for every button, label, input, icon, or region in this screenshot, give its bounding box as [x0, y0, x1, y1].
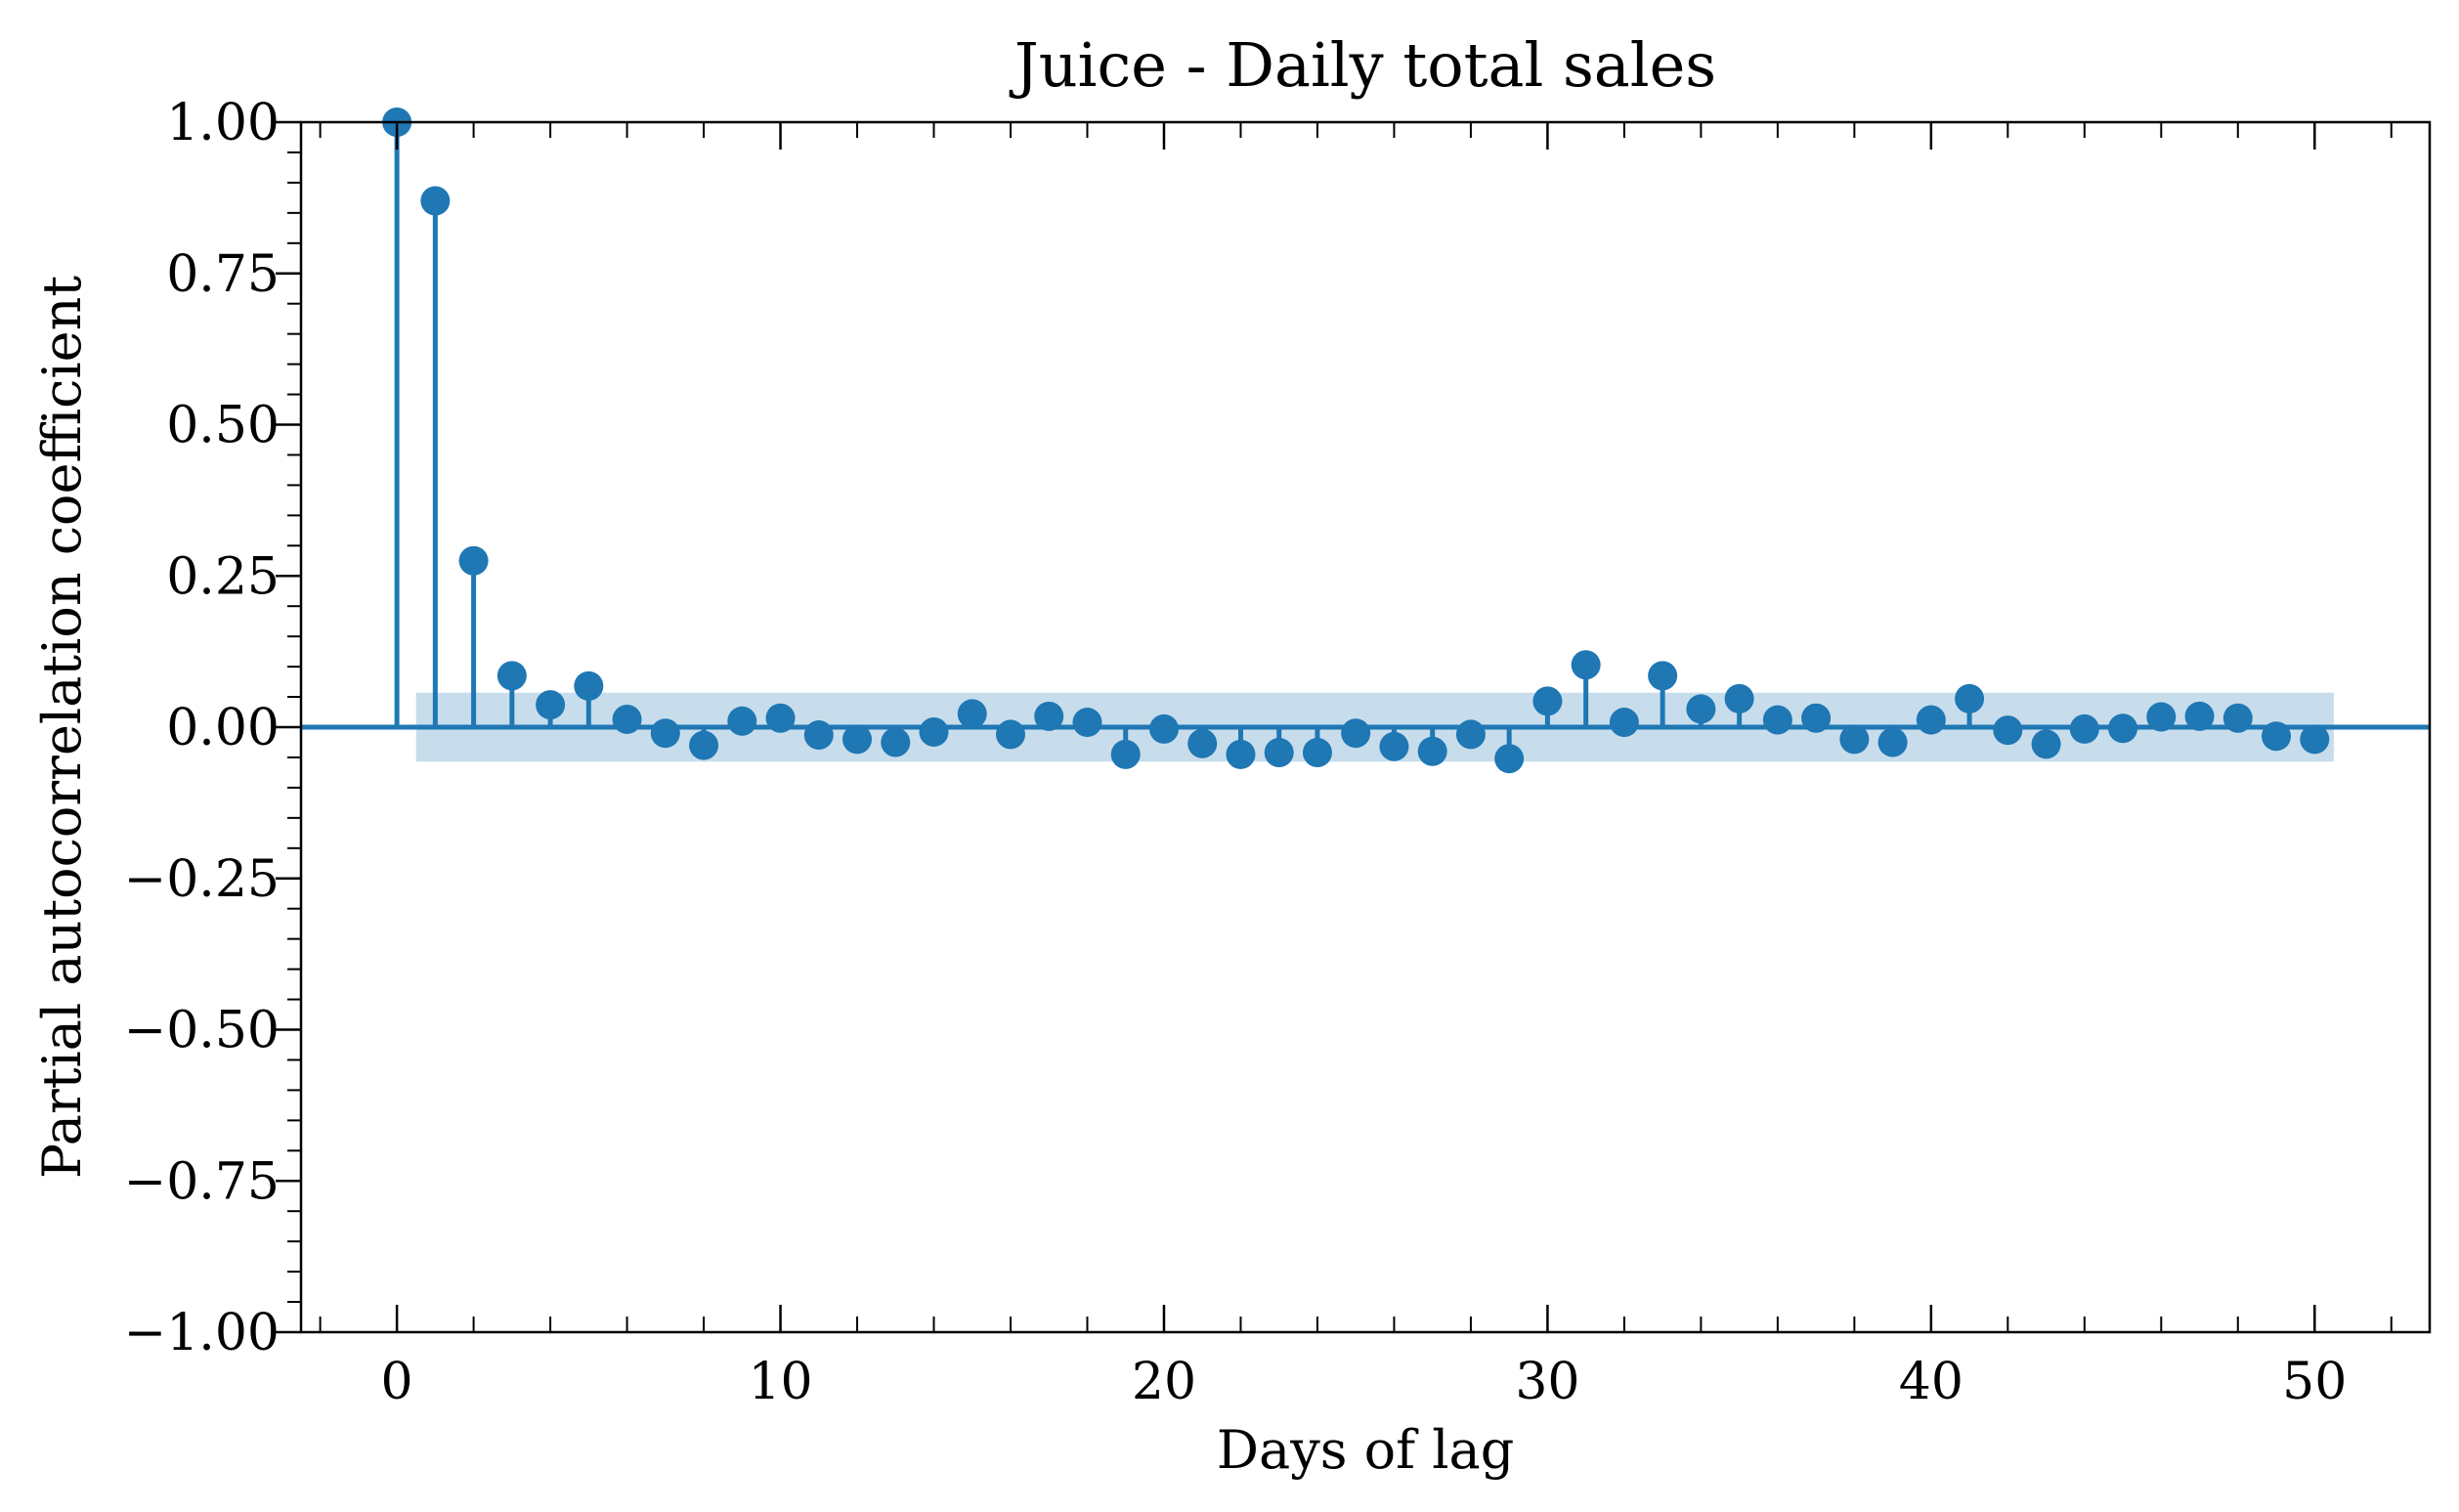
marker-lag-7	[650, 718, 680, 749]
y-tick-label: −0.75	[124, 1152, 280, 1211]
y-tick-label: 0.75	[166, 245, 280, 304]
marker-lag-41	[1955, 683, 1985, 713]
marker-lag-50	[2300, 724, 2330, 755]
y-tick-label: 1.00	[166, 94, 280, 152]
marker-layer	[382, 108, 2330, 774]
marker-lag-2	[458, 545, 489, 576]
x-tick-label: 30	[1515, 1353, 1579, 1411]
marker-lag-33	[1648, 661, 1678, 691]
x-tick-label: 20	[1132, 1353, 1196, 1411]
marker-lag-34	[1686, 694, 1716, 724]
marker-lag-20	[1148, 713, 1179, 744]
x-tick-label: 0	[381, 1353, 413, 1411]
x-axis-label: Days of lag	[1217, 1419, 1515, 1481]
marker-lag-48	[2222, 703, 2253, 733]
marker-lag-23	[1264, 737, 1294, 767]
marker-lag-36	[1762, 705, 1792, 735]
x-tick-label: 10	[748, 1353, 812, 1411]
marker-lag-47	[2184, 701, 2215, 731]
marker-lag-19	[1110, 739, 1141, 769]
y-tick-label: 0.25	[166, 547, 280, 606]
marker-lag-14	[919, 716, 949, 747]
y-tick-label: 0.00	[166, 699, 280, 757]
tick-label-layer: 0 10 20 30 40 50 1.00 0.75 0.50 0.25 0.00 −0.25 −0.5…	[124, 94, 2348, 1411]
marker-lag-17	[1034, 701, 1064, 731]
marker-lag-15	[957, 699, 987, 729]
y-axis-label: Partial autocorrelation coefficient	[31, 276, 93, 1180]
marker-lag-43	[2031, 729, 2061, 759]
marker-lag-26	[1379, 731, 1409, 761]
y-tick-label: −0.50	[124, 1002, 280, 1060]
y-tick-label: −0.25	[124, 850, 280, 909]
marker-lag-6	[612, 704, 642, 734]
marker-lag-9	[727, 706, 757, 736]
marker-lag-24	[1302, 737, 1332, 767]
marker-lag-12	[842, 724, 873, 755]
marker-lag-46	[2146, 702, 2177, 732]
x-tick-label: 50	[2282, 1353, 2347, 1411]
marker-lag-8	[689, 730, 719, 760]
marker-lag-38	[1839, 724, 1870, 755]
marker-lag-44	[2069, 713, 2099, 744]
marker-lag-45	[2108, 713, 2138, 744]
marker-lag-1	[420, 186, 451, 216]
marker-lag-5	[574, 670, 604, 701]
marker-lag-27	[1417, 736, 1447, 766]
x-tick-label: 40	[1899, 1353, 1963, 1411]
marker-lag-16	[996, 719, 1025, 750]
y-tick-label: −1.00	[124, 1304, 280, 1362]
marker-lag-37	[1801, 703, 1832, 733]
marker-lag-4	[536, 690, 566, 720]
marker-lag-28	[1455, 719, 1486, 750]
marker-lag-30	[1532, 686, 1563, 716]
marker-lag-13	[881, 727, 911, 757]
marker-lag-40	[1916, 705, 1946, 735]
tick-layer	[276, 120, 2393, 1334]
marker-lag-49	[2262, 721, 2292, 752]
y-tick-label: 0.50	[166, 397, 280, 455]
marker-lag-29	[1494, 744, 1525, 774]
marker-lag-11	[803, 720, 834, 751]
marker-lag-35	[1724, 683, 1754, 713]
marker-lag-42	[1993, 715, 2023, 746]
marker-lag-25	[1341, 718, 1371, 749]
marker-lag-32	[1609, 708, 1639, 738]
marker-lag-31	[1571, 650, 1601, 680]
marker-lag-3	[496, 661, 527, 691]
marker-lag-18	[1072, 708, 1102, 738]
marker-lag-22	[1226, 739, 1256, 769]
marker-lag-39	[1877, 727, 1908, 757]
marker-lag-10	[765, 703, 796, 733]
marker-lag-21	[1187, 728, 1218, 758]
chart-title: Juice - Daily total sales	[1009, 29, 1716, 101]
